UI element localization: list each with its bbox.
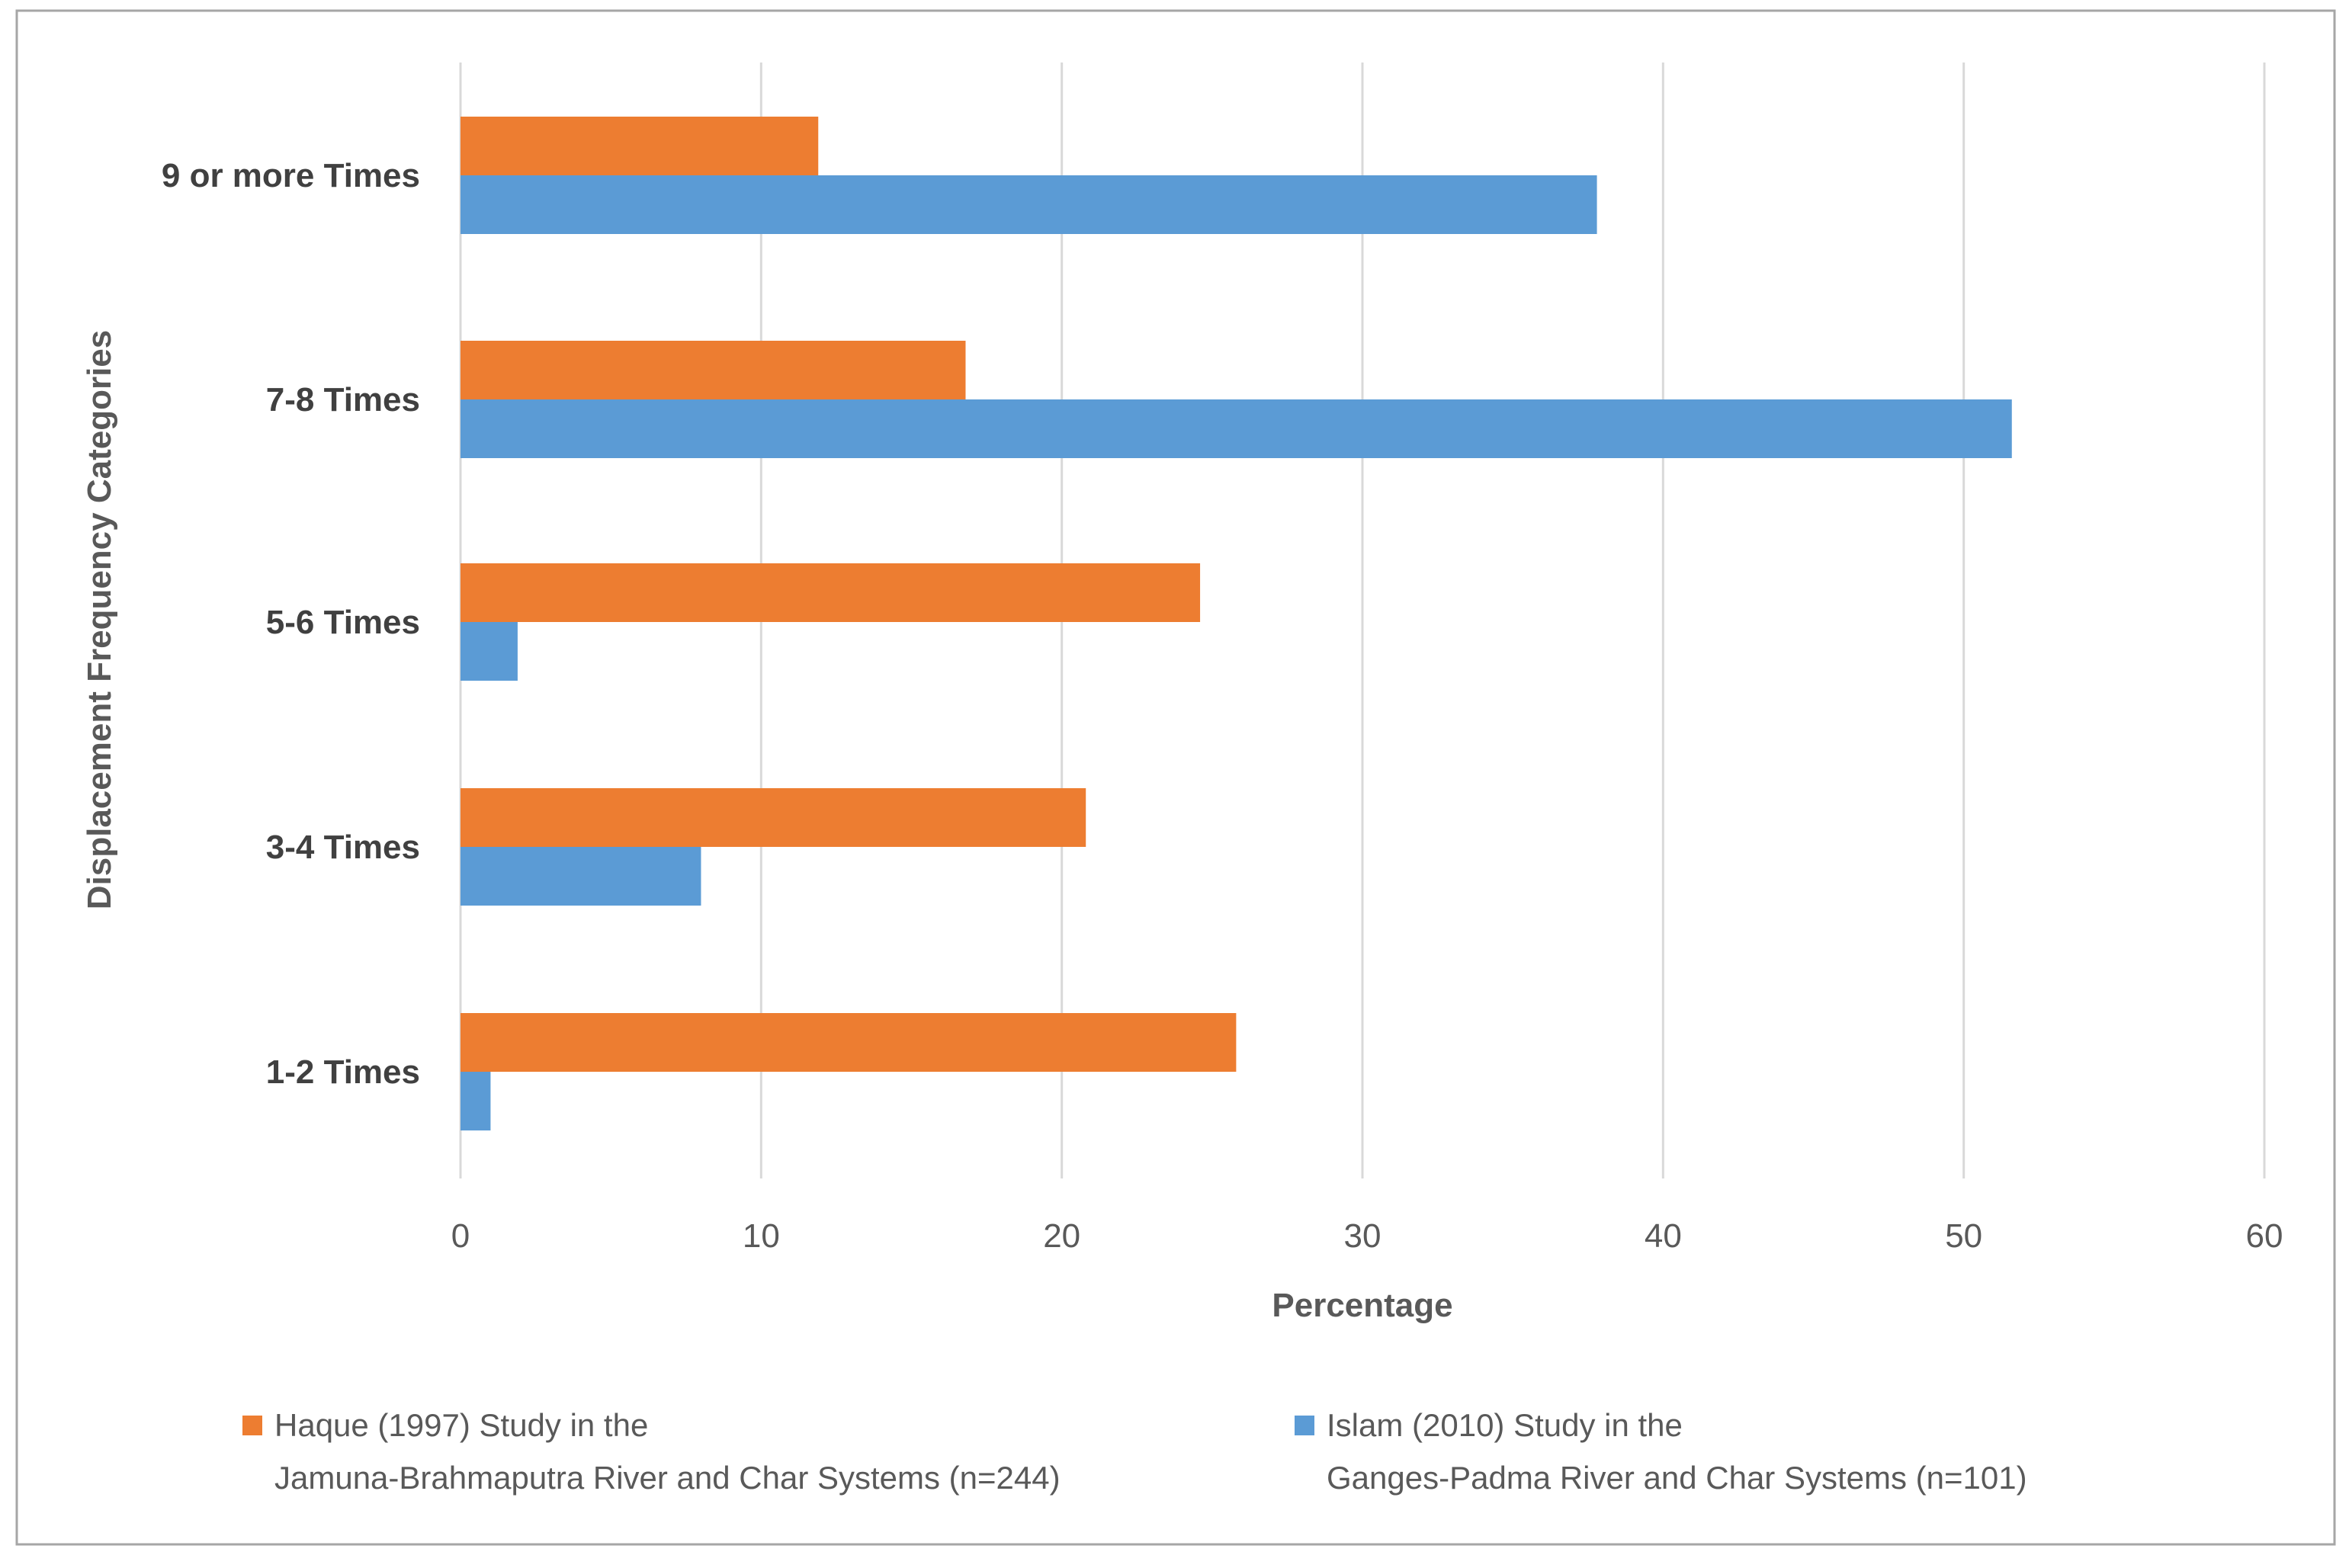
legend-swatch-haque [242,1416,262,1435]
x-tick-label-20: 20 [1043,1217,1080,1255]
legend-item-islam: Islam (2010) Study in the Ganges-Padma R… [1295,1407,2027,1496]
legend-swatch-islam [1295,1416,1314,1435]
legend: Haque (1997) Study in the Jamuna-Brahmap… [242,1407,2027,1496]
x-tick-label-10: 10 [743,1217,780,1255]
y-axis-categories: 9 or more Times 7-8 Times 5-6 Times 3-4 Tim… [162,157,420,1091]
x-tick-label-50: 50 [1945,1217,1982,1255]
bar-islam-4 [460,1072,491,1130]
legend-label-haque-line1: Haque (1997) Study in the [274,1407,648,1443]
y-axis-title: Displacement Frequency Categories [81,330,118,909]
x-tick-label-0: 0 [451,1217,470,1255]
bar-haque-1 [460,341,966,399]
x-tick-label-60: 60 [2246,1217,2283,1255]
legend-label-haque-line2: Jamuna-Brahmaputra River and Char System… [274,1460,1061,1496]
legend-label-islam-line1: Islam (2010) Study in the [1327,1407,1683,1443]
bar-islam-1 [460,399,2012,458]
x-axis-title: Percentage [1272,1287,1452,1324]
x-tick-label-30: 30 [1344,1217,1381,1255]
category-label-2: 5-6 Times [266,604,420,641]
x-axis-ticks: 0 10 20 30 40 50 60 [451,1217,2283,1255]
category-label-4: 1-2 Times [266,1053,420,1091]
chart-border [15,9,2336,1546]
bars [460,117,2012,1130]
bar-haque-3 [460,788,1086,847]
category-label-0: 9 or more Times [162,157,420,194]
bar-islam-3 [460,847,701,906]
bar-haque-2 [460,563,1201,622]
bar-islam-0 [460,175,1597,234]
bar-haque-0 [460,117,819,175]
category-label-3: 3-4 Times [266,829,420,866]
legend-item-haque: Haque (1997) Study in the Jamuna-Brahmap… [242,1407,1061,1496]
x-tick-label-40: 40 [1645,1217,1682,1255]
category-label-1: 7-8 Times [266,381,420,418]
bar-islam-2 [460,622,518,681]
bar-haque-4 [460,1013,1237,1072]
legend-label-islam-line2: Ganges-Padma River and Char Systems (n=1… [1327,1460,2027,1496]
